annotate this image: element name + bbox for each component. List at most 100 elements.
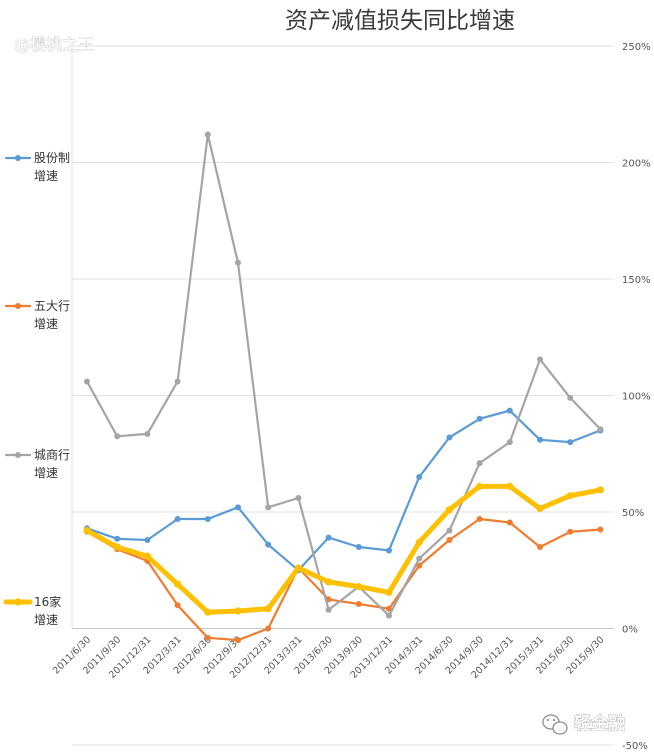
- data-point: [174, 515, 181, 522]
- data-point: [415, 538, 423, 546]
- data-point: [174, 602, 181, 609]
- data-point: [385, 588, 393, 596]
- data-point: [567, 394, 574, 401]
- legend-label: 五大行: [34, 299, 70, 313]
- data-point: [325, 534, 332, 541]
- data-point: [596, 486, 605, 494]
- data-point: [264, 605, 272, 613]
- data-point: [325, 606, 332, 613]
- data-point: [114, 433, 121, 440]
- series-2: [84, 131, 604, 619]
- series-line: [84, 483, 603, 615]
- legend-label: 增速: [34, 613, 58, 627]
- data-point: [144, 430, 151, 437]
- data-point: [416, 474, 423, 481]
- data-point: [506, 519, 513, 526]
- data-point: [476, 482, 484, 490]
- data-point: [506, 482, 514, 490]
- wechat-icon: [542, 714, 568, 735]
- data-point: [174, 378, 181, 385]
- y-axis-ticks: -50% 0% 50% 100% 150% 200% 250%: [622, 42, 651, 752]
- y-tick-label: 200%: [622, 159, 651, 170]
- y-tick-label: -50%: [622, 741, 648, 752]
- chart-title: 资产减值损失同比增速: [285, 8, 515, 34]
- data-point: [446, 527, 453, 534]
- series-line: [85, 409, 602, 572]
- series-lines: [83, 131, 605, 644]
- y-tick-label: 150%: [622, 275, 651, 286]
- data-point: [265, 504, 272, 511]
- data-point: [235, 504, 241, 511]
- data-point: [204, 608, 212, 616]
- data-point: [355, 601, 362, 608]
- data-point: [235, 259, 241, 266]
- y-tick-label: 50%: [622, 508, 644, 519]
- legend-marker: [14, 598, 22, 606]
- data-point: [144, 536, 151, 543]
- data-point: [537, 543, 543, 550]
- data-point: [506, 407, 513, 414]
- data-point: [506, 439, 513, 446]
- data-point: [567, 528, 574, 535]
- data-point: [476, 415, 483, 422]
- data-point: [113, 543, 121, 551]
- legend-label: 城商行: [34, 447, 70, 462]
- data-point: [265, 541, 272, 548]
- data-point: [476, 515, 483, 522]
- legend-label: 增速: [34, 317, 58, 331]
- data-point: [386, 547, 392, 554]
- legend-label: 增速: [34, 466, 58, 480]
- data-point: [204, 131, 211, 138]
- legend-label: 16家: [34, 594, 61, 609]
- series-line: [85, 517, 602, 642]
- legend-label: 股份制: [34, 151, 70, 165]
- data-point: [416, 562, 423, 569]
- data-point: [355, 582, 363, 591]
- data-point: [234, 607, 242, 615]
- data-point: [174, 580, 182, 588]
- data-point: [235, 637, 241, 644]
- data-point: [446, 434, 453, 441]
- data-point: [446, 536, 453, 543]
- legend-marker: [15, 452, 21, 458]
- data-point: [567, 439, 574, 446]
- data-point: [83, 527, 91, 535]
- data-point: [597, 426, 604, 433]
- data-point: [597, 526, 604, 533]
- data-point: [536, 504, 544, 513]
- y-tick-label: 250%: [622, 42, 651, 53]
- data-point: [445, 506, 453, 514]
- data-point: [386, 605, 392, 612]
- data-point: [143, 552, 151, 560]
- legend-marker: [15, 155, 21, 161]
- brand-logo: 轻金融: [542, 713, 625, 735]
- gridlines: [71, 45, 614, 746]
- data-point: [537, 436, 543, 443]
- legend-label: 增速: [34, 169, 58, 183]
- data-point: [416, 555, 423, 562]
- legend-marker: [15, 303, 21, 309]
- series-0: [84, 407, 604, 574]
- brand-name: 轻金融: [574, 713, 625, 734]
- data-point: [476, 460, 483, 467]
- y-tick-label: 0%: [622, 625, 638, 636]
- series-3: [83, 482, 605, 616]
- data-point: [84, 378, 90, 385]
- data-point: [325, 578, 333, 586]
- data-point: [204, 634, 211, 641]
- data-point: [355, 543, 362, 550]
- data-point: [386, 612, 392, 619]
- series-line: [85, 133, 602, 617]
- data-point: [114, 535, 121, 542]
- data-point: [294, 564, 302, 572]
- data-point: [204, 515, 211, 522]
- watermark-text: @樱桃之王: [14, 35, 94, 54]
- data-point: [566, 492, 574, 500]
